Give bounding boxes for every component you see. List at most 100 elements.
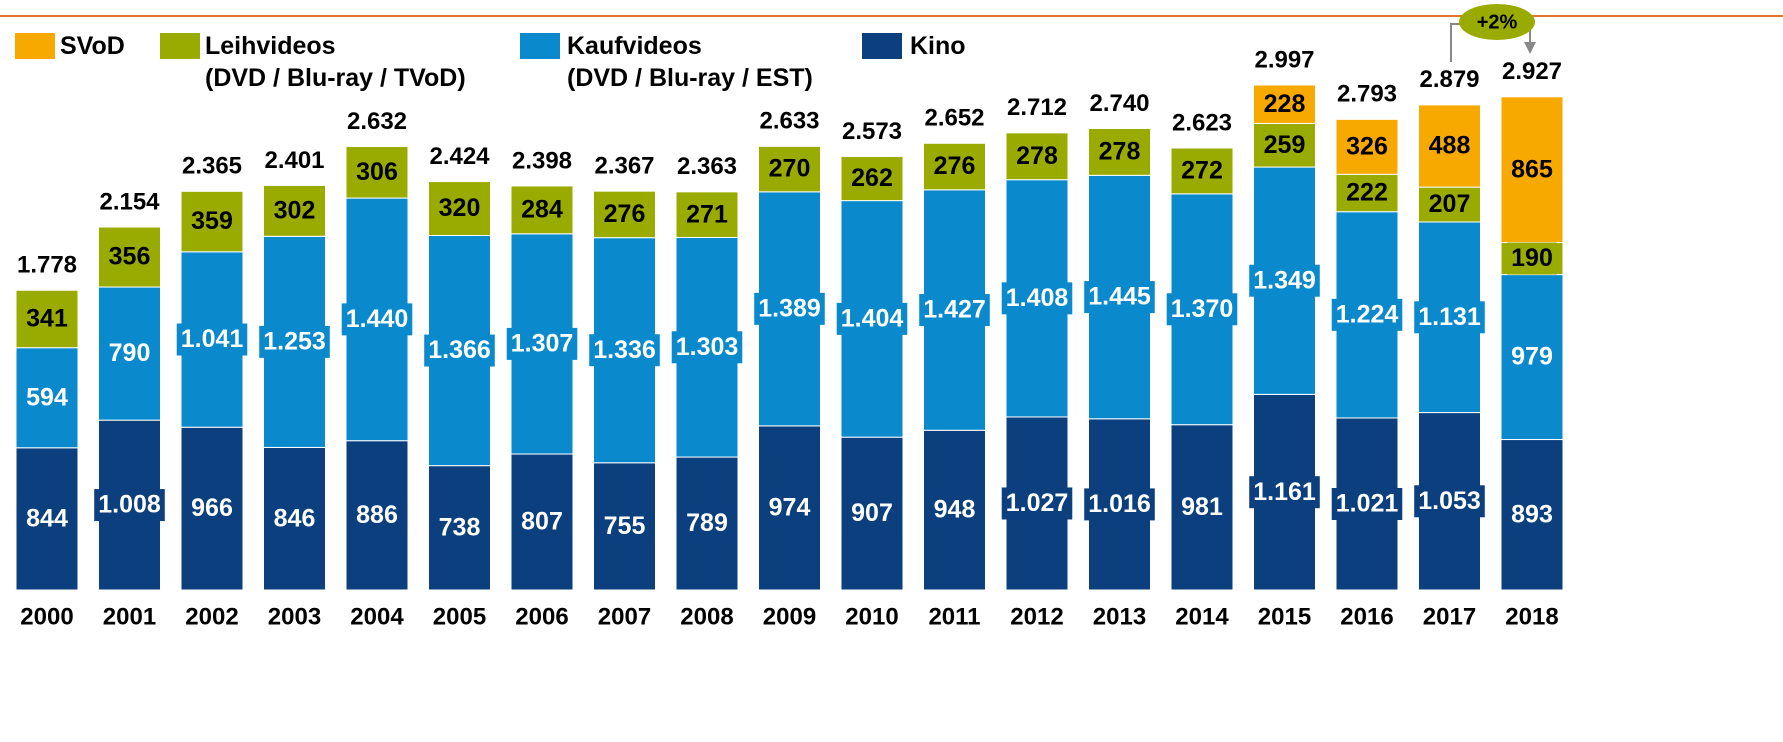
value-label: 228 xyxy=(1264,90,1306,118)
value-label: 222 xyxy=(1346,179,1388,207)
value-label-box xyxy=(1507,242,1557,275)
value-label: 1.445 xyxy=(1088,283,1151,311)
legend-label: SVoD xyxy=(60,32,125,60)
value-label: 1.307 xyxy=(511,330,574,358)
value-label-box xyxy=(1249,476,1320,509)
value-label-box xyxy=(1342,130,1392,163)
value-label: 893 xyxy=(1511,500,1553,528)
value-label: 276 xyxy=(604,200,646,228)
total-label: 2.712 xyxy=(1007,94,1067,121)
value-label-box xyxy=(259,325,330,358)
value-label-box xyxy=(929,494,980,527)
value-label-box xyxy=(1084,281,1155,314)
value-label: 1.224 xyxy=(1336,300,1399,328)
x-tick-label: 2000 xyxy=(20,603,73,630)
total-label: 2.367 xyxy=(594,153,654,180)
value-label-box xyxy=(1001,487,1073,520)
x-tick-label: 2005 xyxy=(433,603,486,630)
x-tick-label: 2015 xyxy=(1258,603,1311,630)
x-tick-label: 2009 xyxy=(763,603,816,630)
value-label-box xyxy=(434,511,485,544)
value-label: 907 xyxy=(851,499,893,527)
value-label-box xyxy=(589,334,660,367)
value-label-box xyxy=(22,502,72,535)
x-tick-label: 2002 xyxy=(185,603,238,630)
legend-label: Kino xyxy=(910,32,966,60)
annotation-badge xyxy=(1459,4,1535,40)
value-label-box xyxy=(1094,135,1145,168)
value-label-box xyxy=(929,150,980,183)
value-label-box xyxy=(434,192,485,225)
value-label: 1.408 xyxy=(1006,284,1069,312)
value-label-box xyxy=(1259,88,1310,121)
value-label-box xyxy=(517,506,567,539)
value-label-box xyxy=(1424,130,1475,163)
x-tick-label: 2003 xyxy=(268,603,321,630)
value-label: 1.021 xyxy=(1336,490,1399,518)
value-label: 284 xyxy=(521,195,563,223)
value-label: 594 xyxy=(26,383,68,411)
value-label-box xyxy=(1342,177,1392,210)
value-label: 276 xyxy=(934,152,976,180)
value-label-box xyxy=(1249,264,1320,297)
total-label: 1.778 xyxy=(17,252,77,279)
value-label: 1.349 xyxy=(1253,266,1316,294)
legend-label: Leihvideos (DVD / Blu-ray / TVoD) xyxy=(205,32,466,92)
value-label: 262 xyxy=(851,164,893,192)
value-label: 278 xyxy=(1016,142,1058,170)
annotation-arrow xyxy=(1524,42,1536,54)
value-label: 1.253 xyxy=(263,327,326,355)
value-label-box xyxy=(764,491,815,524)
value-label: 272 xyxy=(1181,157,1223,185)
total-label: 2.633 xyxy=(759,108,819,135)
total-label: 2.573 xyxy=(842,118,902,145)
x-tick-label: 2008 xyxy=(680,603,733,630)
value-label: 207 xyxy=(1429,190,1471,218)
value-label-box xyxy=(176,323,248,356)
value-label: 1.008 xyxy=(98,491,161,519)
total-label: 2.740 xyxy=(1089,90,1149,117)
value-label: 1.161 xyxy=(1253,478,1316,506)
value-label-box xyxy=(682,198,732,231)
value-label-box xyxy=(599,198,650,231)
x-tick-label: 2012 xyxy=(1010,603,1063,630)
legend-swatch xyxy=(15,33,55,59)
value-label: 1.389 xyxy=(758,294,821,322)
value-label: 807 xyxy=(521,508,563,536)
value-label: 1.303 xyxy=(676,333,739,361)
value-label-box xyxy=(836,302,908,335)
x-tick-label: 2010 xyxy=(845,603,898,630)
value-label-box xyxy=(94,489,165,522)
value-label-box xyxy=(671,331,743,364)
value-label-box xyxy=(517,193,567,226)
value-label: 1.336 xyxy=(593,336,656,364)
value-label: 1.016 xyxy=(1088,490,1151,518)
x-tick-label: 2016 xyxy=(1340,603,1393,630)
value-label-box xyxy=(341,303,413,336)
value-label-box xyxy=(22,302,72,335)
value-label: 278 xyxy=(1099,138,1141,166)
value-label-box xyxy=(1177,491,1227,524)
total-label: 2.365 xyxy=(182,153,242,180)
value-label-box xyxy=(1177,154,1227,187)
value-label: 1.404 xyxy=(841,304,904,332)
value-label-box xyxy=(1331,298,1403,331)
total-label: 2.401 xyxy=(264,147,324,174)
value-label: 306 xyxy=(356,158,398,186)
x-tick-label: 2001 xyxy=(103,603,156,630)
value-label-box xyxy=(187,492,237,525)
annotation-text: +2% xyxy=(1477,11,1518,33)
value-label-box xyxy=(506,327,578,360)
value-label: 789 xyxy=(686,509,728,537)
total-label: 2.793 xyxy=(1337,81,1397,108)
value-label: 1.053 xyxy=(1418,487,1481,515)
value-label: 190 xyxy=(1511,244,1553,272)
value-label-box xyxy=(1507,341,1557,374)
x-tick-label: 2018 xyxy=(1505,603,1558,630)
value-label-box xyxy=(682,507,732,540)
value-label-box xyxy=(1084,488,1155,521)
value-label: 979 xyxy=(1511,343,1553,371)
value-label: 846 xyxy=(274,504,316,532)
value-label: 974 xyxy=(769,494,811,522)
